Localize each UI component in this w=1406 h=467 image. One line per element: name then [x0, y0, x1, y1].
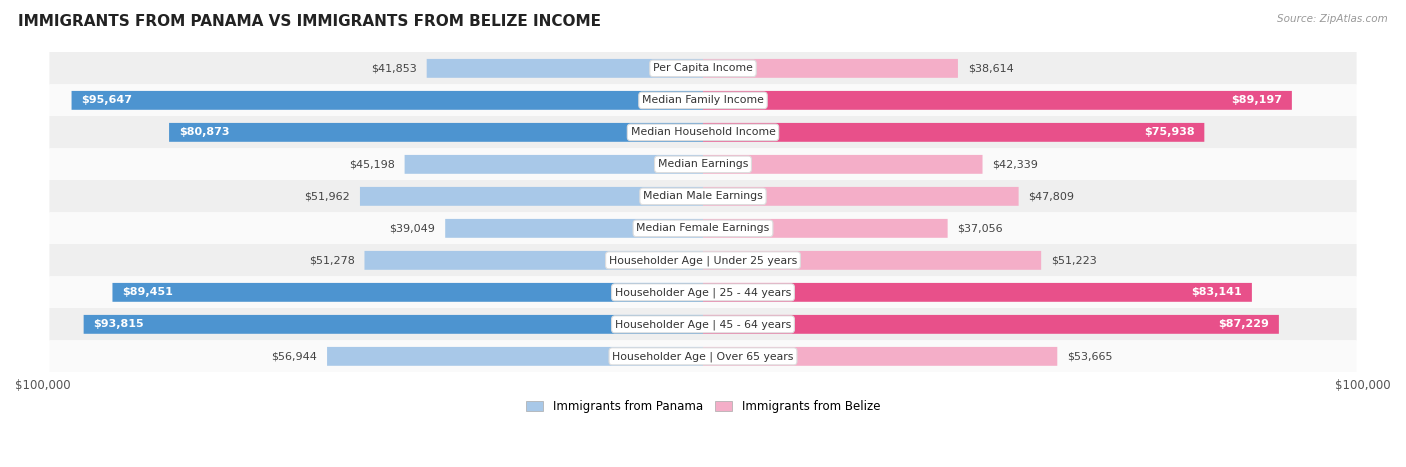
Text: $95,647: $95,647 [82, 95, 132, 106]
Text: $51,962: $51,962 [304, 191, 350, 201]
FancyBboxPatch shape [49, 52, 1357, 85]
FancyBboxPatch shape [703, 283, 1251, 302]
FancyBboxPatch shape [72, 91, 703, 110]
FancyBboxPatch shape [703, 91, 1292, 110]
Text: $75,938: $75,938 [1144, 127, 1195, 137]
FancyBboxPatch shape [328, 347, 703, 366]
Text: $89,451: $89,451 [122, 287, 173, 297]
Text: $87,229: $87,229 [1218, 319, 1270, 329]
FancyBboxPatch shape [703, 59, 957, 78]
FancyBboxPatch shape [703, 251, 1042, 270]
FancyBboxPatch shape [703, 219, 948, 238]
FancyBboxPatch shape [49, 276, 1357, 309]
Legend: Immigrants from Panama, Immigrants from Belize: Immigrants from Panama, Immigrants from … [520, 395, 886, 417]
FancyBboxPatch shape [83, 315, 703, 334]
Text: $51,278: $51,278 [309, 255, 354, 265]
Text: Source: ZipAtlas.com: Source: ZipAtlas.com [1277, 14, 1388, 24]
Text: $53,665: $53,665 [1067, 351, 1112, 361]
Text: $83,141: $83,141 [1191, 287, 1241, 297]
Text: $80,873: $80,873 [179, 127, 229, 137]
FancyBboxPatch shape [49, 308, 1357, 340]
Text: Per Capita Income: Per Capita Income [652, 64, 754, 73]
FancyBboxPatch shape [703, 187, 1018, 206]
Text: Householder Age | 25 - 44 years: Householder Age | 25 - 44 years [614, 287, 792, 297]
Text: Median Household Income: Median Household Income [630, 127, 776, 137]
Text: Householder Age | Over 65 years: Householder Age | Over 65 years [612, 351, 794, 361]
Text: IMMIGRANTS FROM PANAMA VS IMMIGRANTS FROM BELIZE INCOME: IMMIGRANTS FROM PANAMA VS IMMIGRANTS FRO… [18, 14, 602, 29]
Text: $93,815: $93,815 [94, 319, 145, 329]
FancyBboxPatch shape [405, 155, 703, 174]
Text: $89,197: $89,197 [1232, 95, 1282, 106]
Text: $41,853: $41,853 [371, 64, 416, 73]
Text: $51,223: $51,223 [1052, 255, 1097, 265]
FancyBboxPatch shape [703, 347, 1057, 366]
FancyBboxPatch shape [703, 155, 983, 174]
Text: $39,049: $39,049 [389, 223, 436, 234]
FancyBboxPatch shape [364, 251, 703, 270]
FancyBboxPatch shape [49, 244, 1357, 276]
FancyBboxPatch shape [703, 123, 1205, 142]
Text: Householder Age | Under 25 years: Householder Age | Under 25 years [609, 255, 797, 266]
Text: $42,339: $42,339 [993, 159, 1038, 170]
FancyBboxPatch shape [446, 219, 703, 238]
Text: Householder Age | 45 - 64 years: Householder Age | 45 - 64 years [614, 319, 792, 330]
Text: $38,614: $38,614 [967, 64, 1014, 73]
Text: $45,198: $45,198 [349, 159, 395, 170]
Text: Median Earnings: Median Earnings [658, 159, 748, 170]
FancyBboxPatch shape [49, 340, 1357, 373]
Text: $47,809: $47,809 [1029, 191, 1074, 201]
FancyBboxPatch shape [703, 315, 1279, 334]
FancyBboxPatch shape [112, 283, 703, 302]
Text: Median Male Earnings: Median Male Earnings [643, 191, 763, 201]
FancyBboxPatch shape [426, 59, 703, 78]
FancyBboxPatch shape [49, 148, 1357, 181]
Text: Median Female Earnings: Median Female Earnings [637, 223, 769, 234]
Text: $56,944: $56,944 [271, 351, 318, 361]
Text: $37,056: $37,056 [957, 223, 1002, 234]
FancyBboxPatch shape [49, 212, 1357, 245]
FancyBboxPatch shape [169, 123, 703, 142]
FancyBboxPatch shape [49, 180, 1357, 212]
FancyBboxPatch shape [360, 187, 703, 206]
FancyBboxPatch shape [49, 116, 1357, 149]
FancyBboxPatch shape [49, 84, 1357, 117]
Text: Median Family Income: Median Family Income [643, 95, 763, 106]
